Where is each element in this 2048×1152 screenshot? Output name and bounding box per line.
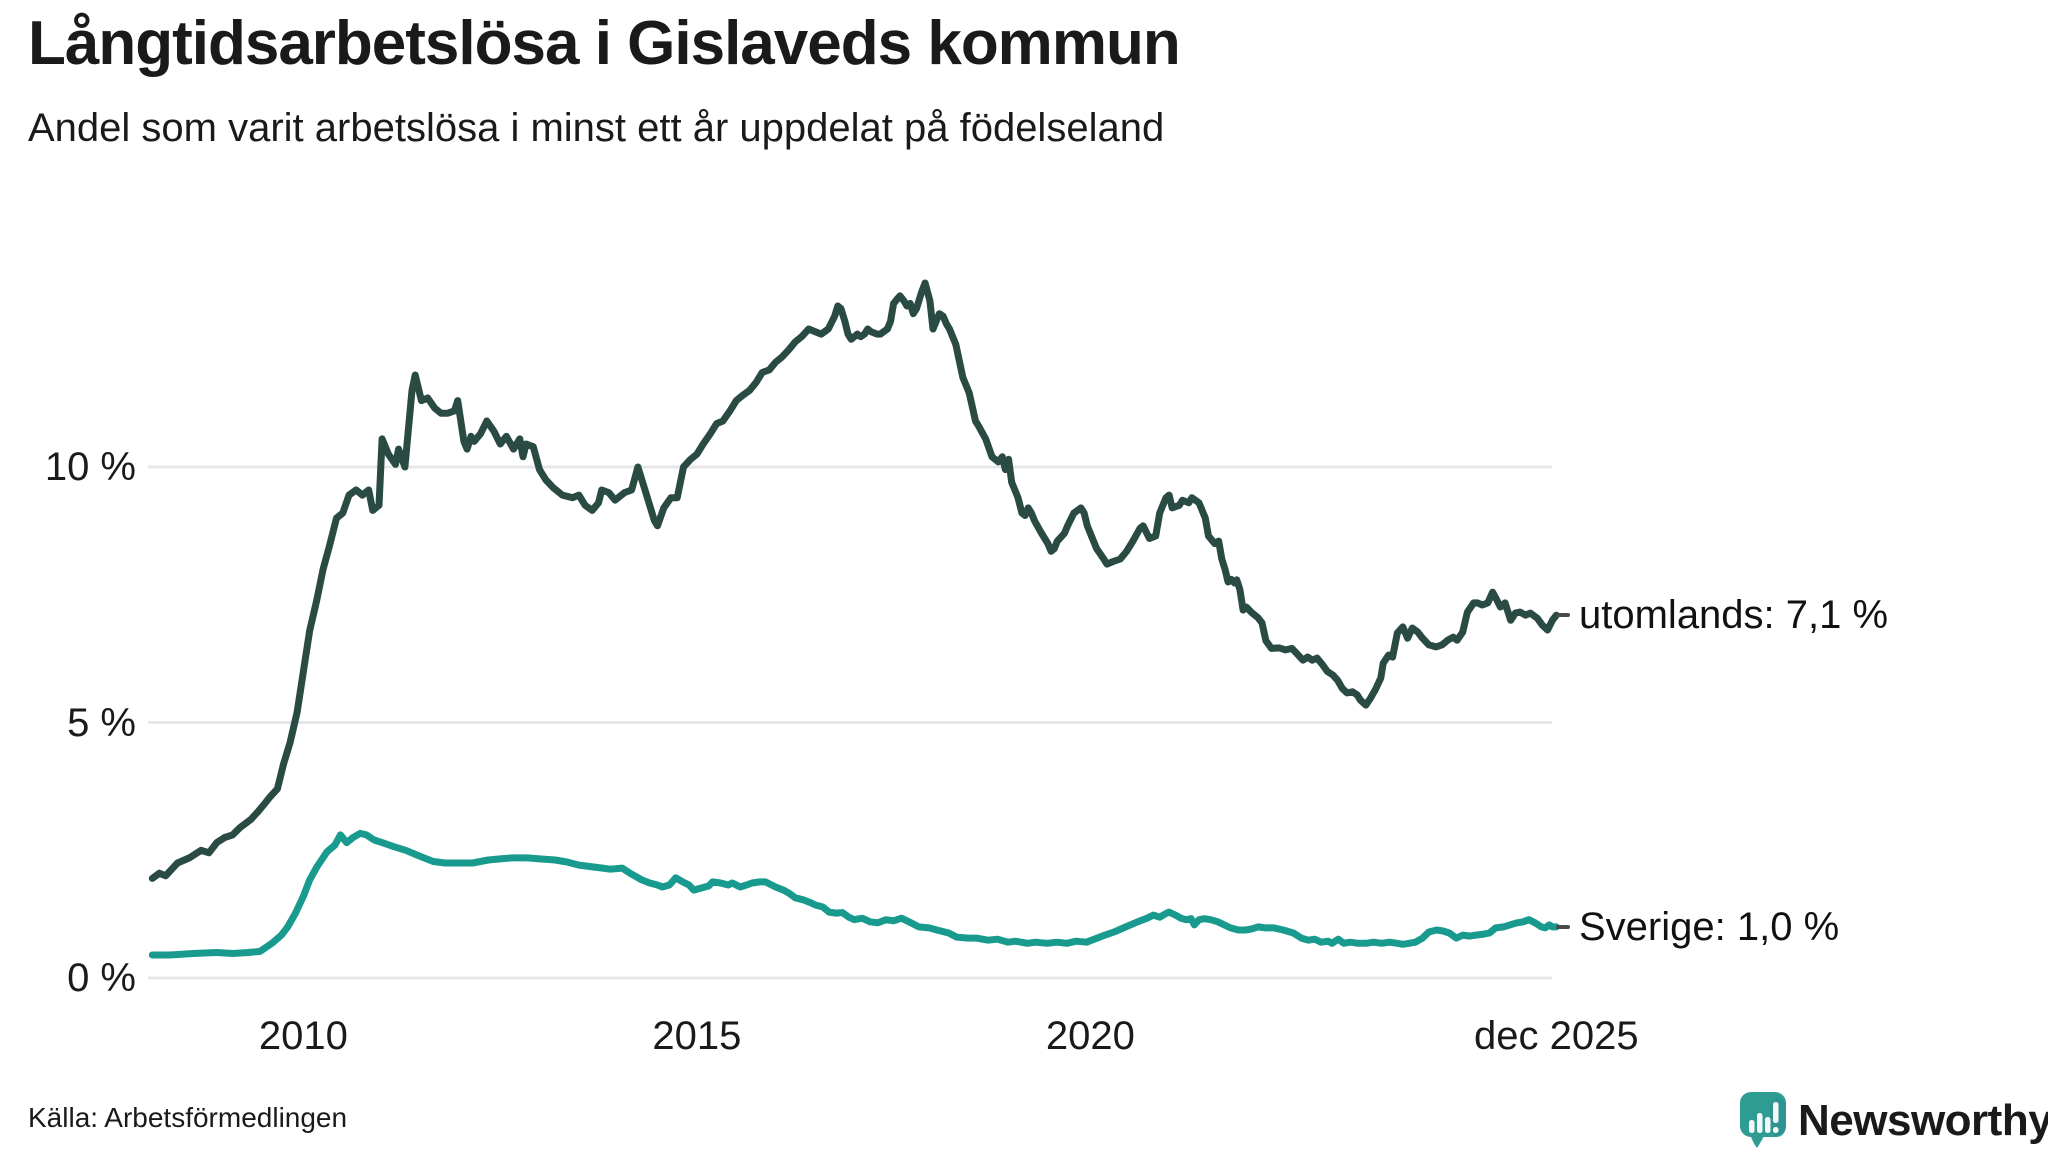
label-tick-dash: [1556, 924, 1570, 929]
y-tick-label: 10 %: [44, 445, 136, 489]
x-tick-label: 2010: [258, 1014, 348, 1058]
series-label-text: Sverige: 1,0 %: [1579, 904, 1840, 949]
series-label-text: utomlands: 7,1 %: [1579, 593, 1889, 638]
newsworthy-logo: Newsworthy: [1740, 1092, 2048, 1150]
brand-name: Newsworthy: [1798, 1096, 2048, 1145]
page-subtitle: Andel som varit arbetslösa i minst ett å…: [28, 106, 1165, 150]
y-tick-label: 0 %: [67, 956, 136, 1000]
label-tick-dash: [1556, 613, 1570, 618]
series-label-utomlands: utomlands: 7,1 %: [1556, 591, 1888, 639]
series-line-Sverige: [148, 829, 1560, 959]
series-label-Sverige: Sverige: 1,0 %: [1556, 903, 1839, 951]
x-tick-label: dec 2025: [1474, 1014, 1639, 1058]
x-tick-label: 2015: [652, 1014, 742, 1058]
series-line-utomlands: [148, 279, 1560, 882]
y-tick-label: 5 %: [67, 700, 136, 745]
source-note: Källa: Arbetsförmedlingen: [28, 1102, 348, 1133]
speech-bubble-bar-chart-icon: [1740, 1092, 1786, 1148]
page-title: Långtidsarbetslösa i Gislaveds kommun: [28, 9, 1181, 78]
x-tick-label: 2020: [1045, 1014, 1135, 1058]
